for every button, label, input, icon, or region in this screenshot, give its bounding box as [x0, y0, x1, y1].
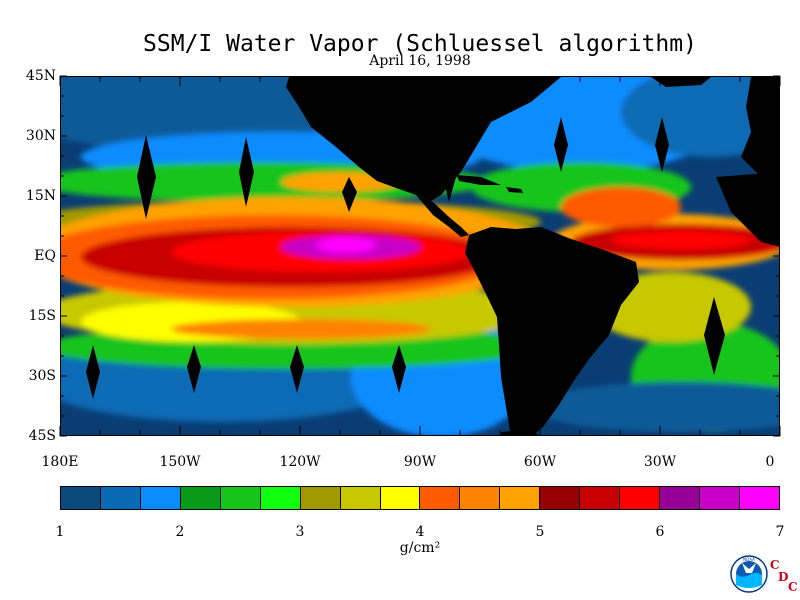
- lat-tick-label: 45N: [25, 68, 56, 84]
- lat-tick-label: EQ: [34, 248, 56, 264]
- lon-tick-label: 0: [765, 454, 775, 470]
- colorbar-swatch: [660, 487, 700, 509]
- colorbar-swatch: [540, 487, 581, 509]
- colorbar: [60, 486, 780, 510]
- map-canvas: [61, 77, 779, 435]
- colorbar-tick-label: 7: [775, 524, 785, 540]
- cdc-letter-c2: C: [788, 580, 798, 594]
- colorbar-swatch: [220, 487, 261, 509]
- colorbar-swatch: [700, 487, 740, 509]
- colorbar-swatch: [100, 487, 141, 509]
- colorbar-tick-label: 3: [295, 524, 305, 540]
- lon-tick-label: 90W: [403, 454, 437, 470]
- colorbar-swatch: [300, 487, 341, 509]
- colorbar-tick-label: 4: [415, 524, 425, 540]
- lat-tick-label: 30N: [25, 128, 56, 144]
- cdc-letter-c1: C: [770, 558, 780, 572]
- water-vapor-map: [60, 76, 780, 436]
- lon-tick-label: 30W: [643, 454, 677, 470]
- lon-tick-label: 60W: [523, 454, 557, 470]
- map-title: SSM/I Water Vapor (Schluessel algorithm): [143, 31, 697, 57]
- map-date: April 16, 1998: [369, 53, 471, 69]
- land-masses: [86, 77, 779, 435]
- svg-text:NOAA: NOAA: [743, 557, 755, 562]
- colorbar-swatch: [180, 487, 221, 509]
- lat-tick-label: 15N: [25, 188, 56, 204]
- colorbar-swatch: [420, 487, 461, 509]
- colorbar-tick-label: 2: [175, 524, 185, 540]
- colorbar-swatch: [739, 487, 779, 509]
- colorbar-swatch: [460, 487, 501, 509]
- lat-tick-label: 15S: [28, 308, 56, 324]
- colorbar-swatch: [620, 487, 661, 509]
- lat-tick-label: 45S: [28, 428, 56, 444]
- colorbar-swatch: [260, 487, 301, 509]
- lon-tick-label: 150W: [159, 454, 201, 470]
- lat-tick-label: 30S: [28, 368, 56, 384]
- lon-tick-label: 120W: [279, 454, 321, 470]
- colorbar-swatch: [340, 487, 381, 509]
- colorbar-tick-label: 6: [655, 524, 665, 540]
- colorbar-swatch: [61, 487, 101, 509]
- colorbar-tick-label: 1: [55, 524, 65, 540]
- colorbar-swatch: [500, 487, 541, 509]
- colorbar-swatch: [140, 487, 181, 509]
- colorbar-tick-label: 5: [535, 524, 545, 540]
- lon-tick-label: 180E: [41, 454, 79, 470]
- noaa-logo-icon: NOAA: [730, 555, 768, 593]
- colorbar-swatch: [380, 487, 421, 509]
- cdc-letter-d: D: [778, 570, 789, 584]
- colorbar-units: g/cm²: [399, 540, 441, 556]
- colorbar-swatch: [580, 487, 621, 509]
